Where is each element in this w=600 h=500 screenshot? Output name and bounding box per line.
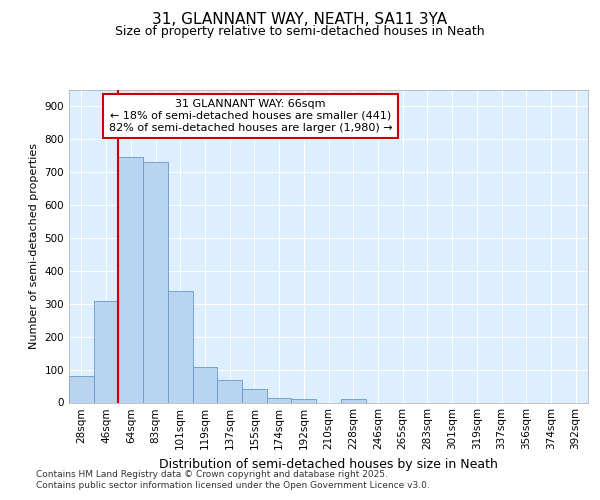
X-axis label: Distribution of semi-detached houses by size in Neath: Distribution of semi-detached houses by …	[159, 458, 498, 471]
Text: 31 GLANNANT WAY: 66sqm
← 18% of semi-detached houses are smaller (441)
82% of se: 31 GLANNANT WAY: 66sqm ← 18% of semi-det…	[109, 100, 392, 132]
Bar	[267, 398, 292, 402]
Text: 31, GLANNANT WAY, NEATH, SA11 3YA: 31, GLANNANT WAY, NEATH, SA11 3YA	[152, 12, 448, 28]
Bar	[193, 367, 217, 402]
Bar	[143, 162, 168, 402]
Y-axis label: Number of semi-detached properties: Number of semi-detached properties	[29, 143, 39, 349]
Text: Contains public sector information licensed under the Open Government Licence v3: Contains public sector information licen…	[36, 481, 430, 490]
Bar	[168, 290, 193, 403]
Text: Contains HM Land Registry data © Crown copyright and database right 2025.: Contains HM Land Registry data © Crown c…	[36, 470, 388, 479]
Bar	[69, 376, 94, 402]
Bar	[118, 158, 143, 402]
Text: Size of property relative to semi-detached houses in Neath: Size of property relative to semi-detach…	[115, 25, 485, 38]
Bar	[341, 399, 365, 402]
Bar	[217, 380, 242, 402]
Bar	[242, 390, 267, 402]
Bar	[94, 301, 118, 402]
Bar	[292, 399, 316, 402]
